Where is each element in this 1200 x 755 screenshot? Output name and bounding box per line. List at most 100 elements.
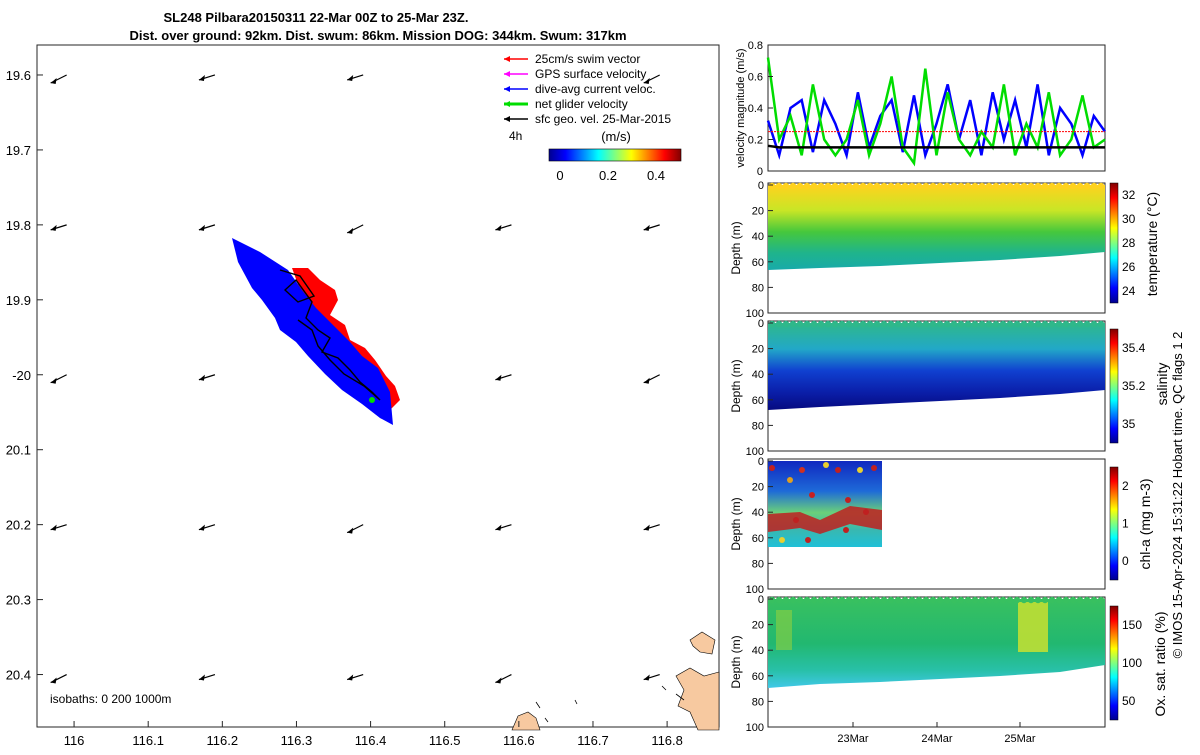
depth-tick-label: 20 — [752, 620, 764, 632]
sample-dot — [857, 467, 863, 473]
sample-dot — [1076, 182, 1084, 190]
sample-dot — [775, 596, 783, 604]
sample-dot — [1097, 182, 1105, 190]
geo-velocity-arrow — [643, 374, 660, 384]
temperature-field — [768, 185, 1105, 270]
sample-dot — [1013, 320, 1021, 328]
time-tick-label: 25Mar — [1004, 733, 1036, 745]
salinity-sample-dots — [768, 320, 1105, 328]
geo-velocity-arrow — [50, 224, 67, 231]
geo-velocity-arrow — [643, 74, 660, 84]
sample-dot — [796, 182, 804, 190]
sample-dot — [985, 182, 993, 190]
sample-dot — [943, 182, 951, 190]
sample-dot — [1090, 596, 1098, 604]
colorbar-tick-label: 150 — [1122, 618, 1142, 632]
sample-dot — [873, 596, 881, 604]
colorbar-unit-label: (m/s) — [601, 129, 631, 144]
legend-entry: net glider velocity — [504, 97, 628, 111]
map-y-tick-label: 20.1 — [6, 443, 31, 458]
colorbar-tick-label: 2 — [1122, 479, 1129, 493]
map-y-tick-label: 19.9 — [6, 293, 31, 308]
sample-dot — [1048, 182, 1056, 190]
sample-dot — [768, 182, 776, 190]
sample-dot — [964, 320, 972, 328]
geo-velocity-arrow — [346, 524, 364, 534]
sample-dot — [779, 537, 785, 543]
temperature-depth-label: Depth (m) — [729, 221, 743, 274]
geo-velocity-arrow — [495, 374, 512, 381]
sample-dot — [845, 320, 853, 328]
sample-dot — [985, 596, 993, 604]
sample-dot — [943, 596, 951, 604]
sample-dot — [922, 320, 930, 328]
oxygen-high-patch-1 — [1018, 602, 1048, 652]
sample-dot — [999, 596, 1007, 604]
depth-tick-label: 80 — [752, 696, 764, 708]
sample-dot — [866, 596, 874, 604]
depth-tick-label: 100 — [746, 308, 764, 320]
sample-dot — [782, 320, 790, 328]
sample-dot — [908, 182, 916, 190]
geo-velocity-arrow — [643, 524, 660, 531]
legend-entry: GPS surface velocity — [504, 67, 646, 81]
legend-label: dive-avg current veloc. — [535, 82, 656, 96]
map-colorbar-tick: 0.4 — [647, 168, 665, 183]
geo-velocity-arrow — [198, 673, 216, 681]
sample-dot — [769, 465, 775, 471]
depth-tick-label: 100 — [746, 584, 764, 596]
sample-dot — [793, 517, 799, 523]
geo-velocity-arrow — [643, 224, 660, 231]
sample-dot — [863, 509, 869, 515]
sample-dot — [803, 596, 811, 604]
depth-axes-ticks: 0204060801000204060801000204060801000204… — [746, 180, 773, 734]
sample-dot — [845, 497, 851, 503]
temperature-colorbar-label: temperature (°C) — [1144, 192, 1160, 296]
salinity-field — [768, 323, 1105, 410]
sample-dot — [1034, 596, 1042, 604]
depth-tick-label: 40 — [752, 369, 764, 381]
map-panel: 116 116.1 116.2 116.3 116.4 116.5 116.6 116.7 11… — [6, 44, 720, 748]
sample-dot — [887, 596, 895, 604]
sample-dot — [775, 320, 783, 328]
sample-dot — [880, 320, 888, 328]
sample-dot — [859, 596, 867, 604]
sample-dot — [992, 596, 1000, 604]
sample-dot — [971, 596, 979, 604]
sample-dot — [1083, 596, 1091, 604]
sample-dot — [936, 182, 944, 190]
sample-dot — [787, 477, 793, 483]
sample-dot — [1097, 596, 1105, 604]
sample-dot — [880, 596, 888, 604]
velocity-y-tick-label: 0 — [757, 166, 763, 178]
sample-dot — [1083, 182, 1091, 190]
depth-tick-label: 80 — [752, 558, 764, 570]
sample-dot — [817, 182, 825, 190]
colorbar-tick-label: 0 — [1122, 554, 1129, 568]
sample-dot — [908, 320, 916, 328]
sample-dot — [817, 596, 825, 604]
geo-velocity-arrow — [198, 224, 216, 231]
oxygen-sample-dots — [768, 596, 1105, 604]
map-x-tick-label: 116.1 — [132, 733, 164, 748]
legend-label: GPS surface velocity — [535, 67, 646, 81]
glider-path-black — [279, 269, 381, 401]
sample-dot — [873, 320, 881, 328]
sample-dot — [1041, 596, 1049, 604]
time-marker-label: 4h — [509, 129, 522, 143]
sample-dot — [908, 596, 916, 604]
side-copyright-text: © IMOS 15-Apr-2024 15:31:22 Hobart time.… — [1170, 332, 1185, 659]
oxygen-depth-label: Depth (m) — [729, 635, 743, 688]
sample-dot — [901, 596, 909, 604]
sample-dot — [789, 320, 797, 328]
colorbar-tick-label: 1 — [1122, 517, 1129, 531]
colorbar-tick-label: 50 — [1122, 694, 1136, 708]
geo-velocity-arrow — [346, 673, 364, 681]
geo-velocity-arrow — [50, 74, 67, 84]
depth-tick-label: 40 — [752, 231, 764, 243]
depth-tick-label: 80 — [752, 420, 764, 432]
chlorophyll-colorbar — [1109, 466, 1119, 581]
oxygen-colorbar-label: Ox. sat. ratio (%) — [1152, 611, 1168, 716]
map-x-ticks: 116 116.1 116.2 116.3 116.4 116.5 116.6 116.7 11… — [64, 721, 683, 748]
colorbar-tick-label: 28 — [1122, 236, 1136, 250]
